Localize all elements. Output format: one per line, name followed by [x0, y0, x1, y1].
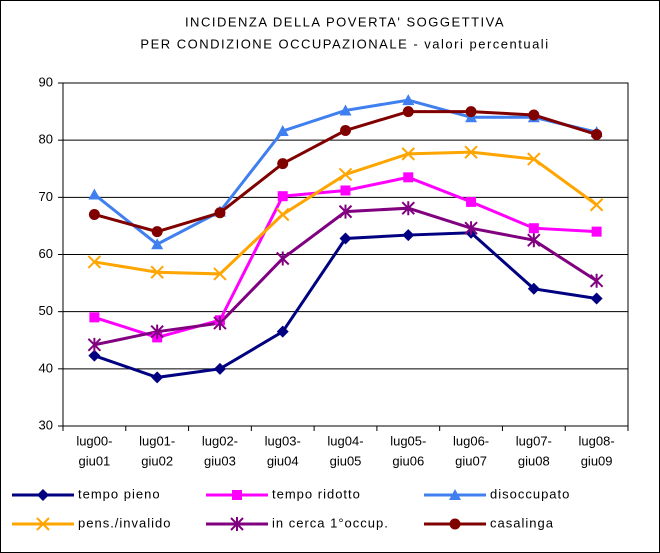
legend-label: disoccupato — [490, 486, 570, 501]
x-tick-label: lug02- — [202, 433, 238, 448]
marker — [402, 106, 414, 118]
legend-label: casalinga — [490, 515, 554, 530]
marker — [213, 267, 227, 281]
y-tick-label: 70 — [39, 189, 53, 204]
legend-label: tempo pieno — [78, 486, 161, 501]
legend-label: tempo ridotto — [272, 486, 361, 501]
x-tick-label: giu03 — [204, 453, 236, 468]
marker — [276, 125, 289, 137]
y-tick-label: 90 — [39, 74, 53, 89]
marker — [464, 145, 478, 159]
marker — [339, 104, 352, 116]
marker — [214, 207, 226, 219]
marker — [527, 282, 540, 295]
x-tick-label: giu02 — [141, 453, 173, 468]
x-tick-label: giu09 — [581, 453, 613, 468]
marker — [230, 517, 244, 531]
y-tick-label: 80 — [39, 132, 53, 147]
marker — [276, 207, 290, 222]
x-tick-label: lug07- — [516, 433, 552, 448]
marker — [449, 518, 461, 530]
legend-label: pens./invalido — [78, 515, 172, 530]
marker — [88, 208, 100, 220]
marker — [151, 226, 163, 238]
marker — [338, 167, 353, 182]
marker — [528, 109, 540, 121]
marker — [464, 221, 478, 236]
marker — [340, 185, 351, 196]
marker — [401, 147, 415, 161]
x-tick-label: giu06 — [392, 453, 424, 468]
marker — [232, 490, 242, 500]
marker — [87, 255, 102, 269]
marker — [591, 226, 602, 237]
marker — [589, 198, 604, 212]
chart-title: INCIDENZA DELLA POVERTA' SOGGETTIVA — [185, 14, 505, 29]
x-tick-label: lug06- — [453, 433, 489, 448]
marker — [150, 324, 164, 339]
x-tick-label: lug04- — [327, 433, 363, 448]
marker — [87, 337, 102, 352]
marker — [402, 229, 415, 242]
marker — [37, 489, 49, 501]
marker — [151, 238, 164, 250]
marker — [213, 316, 227, 331]
marker — [277, 191, 288, 202]
marker — [590, 292, 603, 305]
chart-title: PER CONDIZIONE OCCUPAZIONALE - valori pe… — [140, 36, 549, 51]
marker — [89, 312, 100, 323]
x-tick-label: giu01 — [78, 453, 110, 468]
marker — [527, 233, 541, 248]
y-tick-label: 60 — [39, 246, 53, 261]
marker — [591, 128, 603, 140]
marker — [401, 201, 415, 216]
marker — [528, 223, 539, 234]
x-tick-label: lug08- — [579, 433, 615, 448]
y-tick-label: 30 — [39, 417, 53, 432]
x-tick-label: giu08 — [518, 453, 550, 468]
marker — [402, 94, 415, 106]
marker — [466, 196, 477, 207]
marker — [465, 106, 477, 118]
marker — [403, 172, 414, 183]
marker — [338, 204, 353, 219]
marker — [276, 251, 290, 266]
marker — [88, 349, 101, 362]
x-tick-label: lug00- — [76, 433, 112, 448]
marker — [449, 489, 461, 500]
marker — [150, 265, 164, 279]
y-tick-label: 40 — [39, 360, 53, 375]
x-tick-label: lug01- — [139, 433, 175, 448]
x-tick-label: lug05- — [390, 433, 426, 448]
marker — [88, 188, 101, 200]
legend-label: in cerca 1°occup. — [272, 515, 389, 530]
marker — [213, 362, 226, 375]
x-tick-label: giu04 — [267, 453, 299, 468]
marker — [339, 232, 352, 245]
marker — [527, 152, 541, 166]
x-tick-label: giu07 — [455, 453, 487, 468]
marker — [36, 517, 50, 531]
marker — [340, 124, 351, 136]
y-tick-label: 50 — [39, 303, 53, 318]
x-tick-label: giu05 — [330, 453, 362, 468]
x-tick-label: lug03- — [265, 433, 301, 448]
marker — [276, 325, 289, 338]
marker — [277, 158, 289, 170]
marker — [589, 273, 604, 288]
marker — [151, 371, 164, 384]
